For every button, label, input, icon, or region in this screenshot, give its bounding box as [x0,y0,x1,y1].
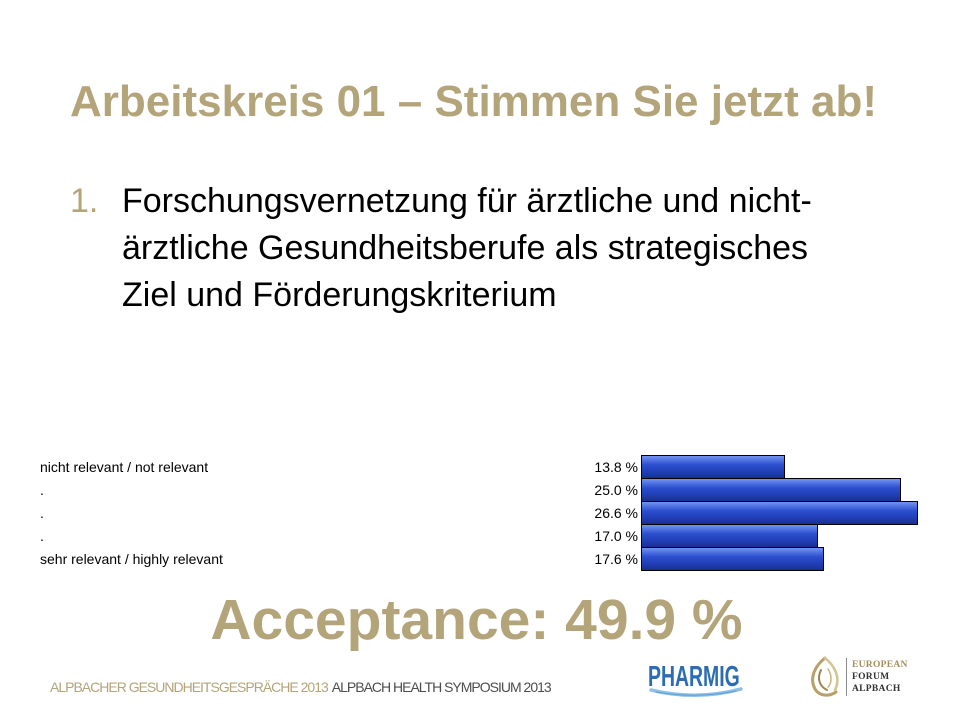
value-label: 17.0 % [594,528,638,544]
value-label: 25.0 % [594,482,638,498]
value-label: 17.6 % [594,551,638,567]
chart-bar [641,547,825,571]
forum-alpbach-wordmark: EUROPEAN FORUM ALPBACH [852,659,908,695]
question-line: Ziel und Förderungskriterium [122,276,557,314]
question-line: Forschungsvernetzung für ärztliche und n… [122,182,812,220]
category-label: . [40,505,44,521]
logo-divider [846,658,847,696]
forum-line: EUROPEAN [852,660,908,670]
question-number: 1. [70,182,99,220]
chart-row: nicht relevant / not relevant 13.8 % [0,455,960,479]
acceptance-result: Acceptance: 49.9 % [210,588,743,652]
footer-event-line: ALPBACHER GESUNDHEITSGESPRÄCHE 2013 ALPBA… [50,679,552,695]
category-label: . [40,528,44,544]
slide-title: Arbeitskreis 01 – Stimmen Sie jetzt ab! [70,77,877,126]
category-label: . [40,482,44,498]
forum-line: ALPBACH [852,684,901,694]
footer-event-en: ALPBACH HEALTH SYMPOSIUM 2013 [331,679,552,695]
pharmig-logo: PHARMIG [648,660,744,700]
chart-row: . 17.0 % [0,524,960,548]
chart-bar [641,501,918,525]
forum-alpbach-logo: EUROPEAN FORUM ALPBACH [806,655,918,699]
forum-line: FORUM [852,672,890,682]
chart-row: sehr relevant / highly relevant 17.6 % [0,547,960,571]
forum-alpbach-emblem-icon [811,656,839,697]
question-text: Forschungsvernetzung für ärztliche und n… [122,178,812,319]
chart-row: . 26.6 % [0,501,960,525]
footer-event-de: ALPBACHER GESUNDHEITSGESPRÄCHE 2013 [50,679,329,695]
value-label: 13.8 % [594,459,638,475]
question-list-item: 1. Forschungsvernetzung für ärztliche un… [70,178,890,319]
chart-row: . 25.0 % [0,478,960,502]
vote-results-chart: nicht relevant / not relevant 13.8 % . 2… [0,455,960,572]
category-label: sehr relevant / highly relevant [40,551,223,567]
category-label: nicht relevant / not relevant [40,459,209,475]
pharmig-swoosh-icon [649,687,743,697]
chart-bar [641,524,818,548]
chart-bar [641,455,785,479]
question-line: ärztliche Gesundheitsberufe als strategi… [122,229,809,267]
pharmig-wordmark: PHARMIG [648,661,740,693]
chart-bar [641,478,901,502]
value-label: 26.6 % [594,505,638,521]
